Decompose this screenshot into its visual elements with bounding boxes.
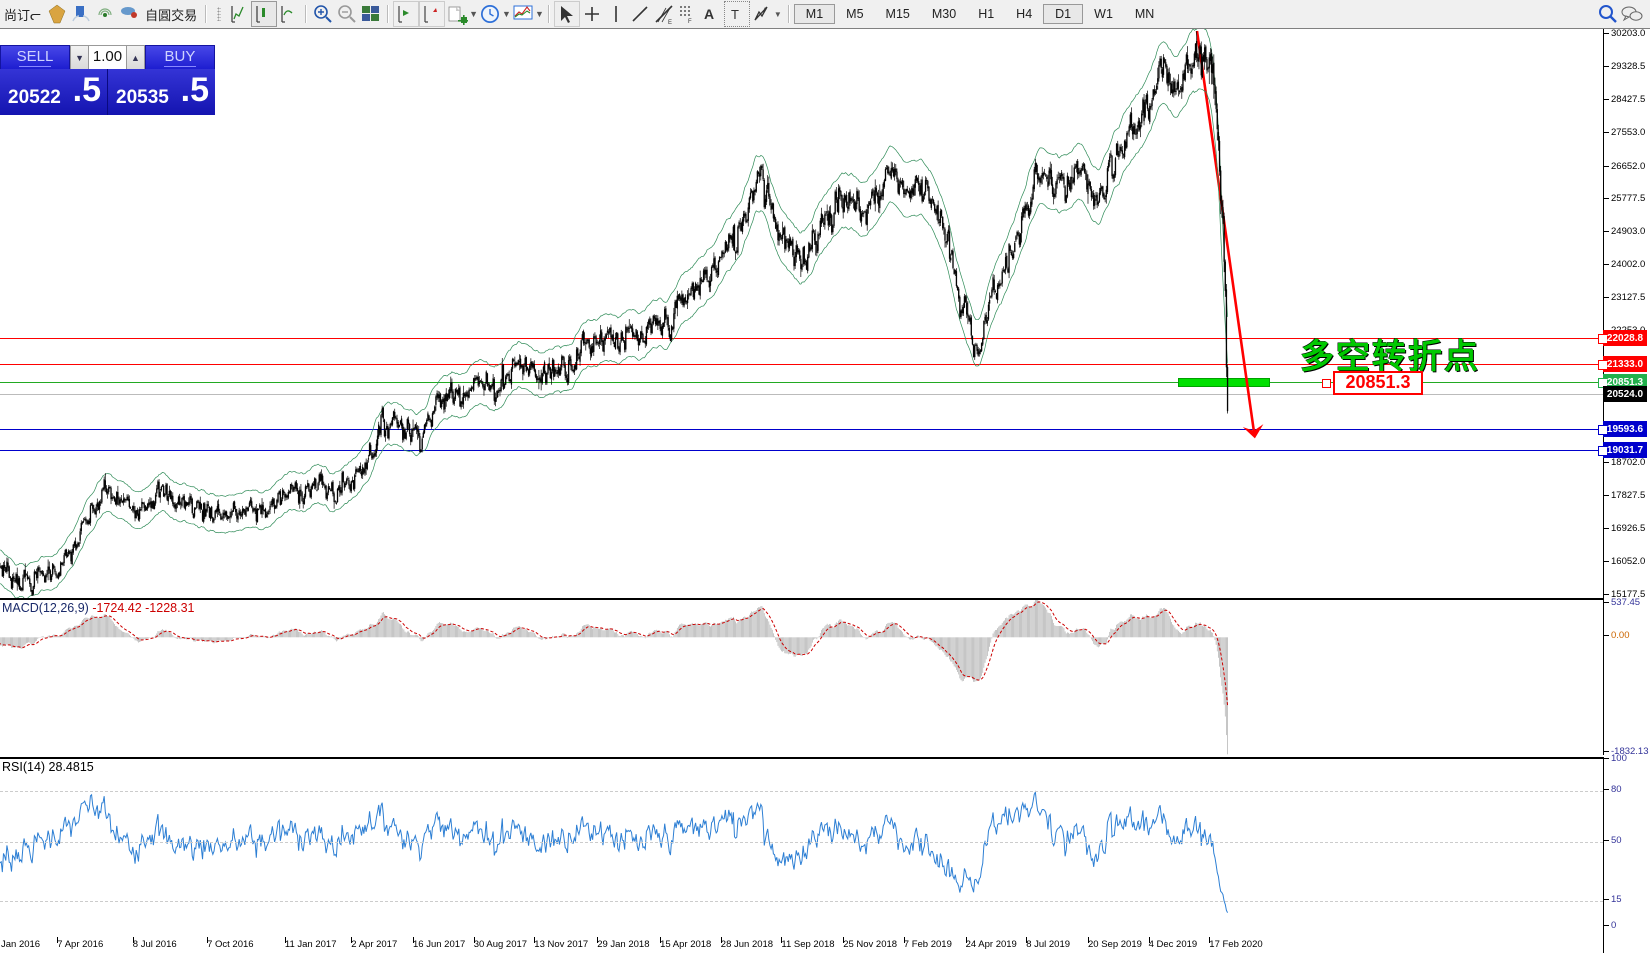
svg-text:F: F (688, 19, 692, 25)
svg-text:E: E (668, 20, 672, 26)
svg-text:T: T (731, 7, 739, 22)
svg-text:A: A (704, 6, 714, 22)
